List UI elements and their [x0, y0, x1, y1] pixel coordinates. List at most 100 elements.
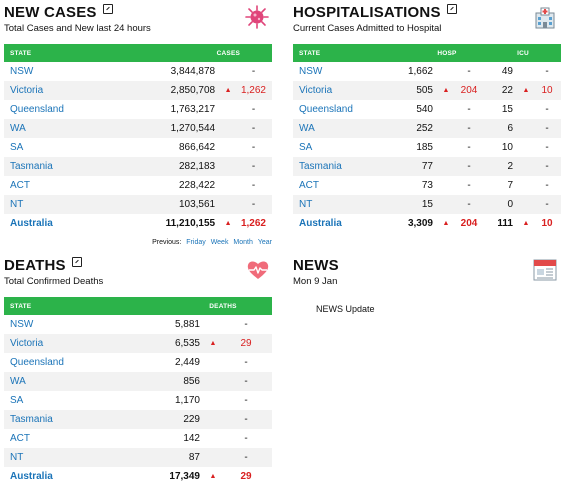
- increase-arrow-icon: ▲: [439, 214, 453, 233]
- increase-arrow-icon: [206, 429, 220, 448]
- state-link[interactable]: SA: [4, 391, 150, 410]
- previous-month-link[interactable]: Month: [233, 239, 252, 246]
- hosp-value: 252: [385, 119, 439, 138]
- icu-change: -: [533, 157, 561, 176]
- increase-arrow-icon: [221, 100, 235, 119]
- col-state: STATE: [4, 44, 131, 62]
- state-link[interactable]: Australia: [293, 214, 385, 233]
- increase-arrow-icon: [519, 119, 533, 138]
- state-link[interactable]: Tasmania: [293, 157, 385, 176]
- increase-arrow-icon: [221, 138, 235, 157]
- news-update-link[interactable]: NEWS Update: [316, 304, 561, 314]
- virus-icon: [244, 4, 270, 30]
- hospitalisations-table: STATE HOSP ICU NSW 1,662 - 49 - Victoria 505 ▲…: [293, 44, 561, 233]
- previous-year-link[interactable]: Year: [258, 239, 272, 246]
- state-link[interactable]: SA: [293, 138, 385, 157]
- increase-arrow-icon: [439, 195, 453, 214]
- state-link[interactable]: NSW: [293, 62, 385, 81]
- state-link[interactable]: NT: [293, 195, 385, 214]
- new-cases-subtitle: Total Cases and New last 24 hours: [4, 23, 272, 37]
- icu-value: 111: [485, 214, 519, 233]
- table-row: Victoria 2,850,708 ▲ 1,262: [4, 81, 272, 100]
- increase-arrow-icon: [206, 410, 220, 429]
- table-row: SA 866,642 -: [4, 138, 272, 157]
- deaths-change: -: [220, 372, 272, 391]
- table-row: SA 185 - 10 -: [293, 138, 561, 157]
- state-link[interactable]: ACT: [293, 176, 385, 195]
- increase-arrow-icon: [519, 176, 533, 195]
- total-row: Australia 3,309 ▲ 204 111 ▲ 10: [293, 214, 561, 233]
- increase-arrow-icon: [439, 100, 453, 119]
- increase-arrow-icon: [221, 119, 235, 138]
- table-row: NT 87 -: [4, 448, 272, 467]
- new-cases-table: STATE CASES NSW 3,844,878 - Victoria 2,850,…: [4, 44, 272, 233]
- hosp-change: -: [453, 157, 485, 176]
- state-link[interactable]: ACT: [4, 429, 150, 448]
- cases-value: 2,850,708: [131, 81, 221, 100]
- state-link[interactable]: WA: [4, 119, 131, 138]
- icu-value: 15: [485, 100, 519, 119]
- cases-value: 282,183: [131, 157, 221, 176]
- total-row: Australia 17,349 ▲ 29: [4, 467, 272, 486]
- increase-arrow-icon: [206, 372, 220, 391]
- increase-arrow-icon: [519, 138, 533, 157]
- cases-value: 228,422: [131, 176, 221, 195]
- deaths-value: 1,170: [150, 391, 206, 410]
- icu-change: -: [533, 119, 561, 138]
- state-link[interactable]: WA: [4, 372, 150, 391]
- col-hosp: HOSP: [385, 44, 485, 62]
- increase-arrow-icon: ▲: [206, 334, 220, 353]
- previous-links: Previous: Friday Week Month Year: [4, 239, 272, 246]
- table-row: SA 1,170 -: [4, 391, 272, 410]
- state-link[interactable]: NT: [4, 195, 131, 214]
- hosp-value: 540: [385, 100, 439, 119]
- cases-value: 1,270,544: [131, 119, 221, 138]
- state-link[interactable]: Victoria: [293, 81, 385, 100]
- state-link[interactable]: NSW: [4, 62, 131, 81]
- external-link-icon[interactable]: [447, 4, 457, 14]
- table-row: NSW 5,881 -: [4, 315, 272, 334]
- icu-change: -: [533, 195, 561, 214]
- state-link[interactable]: Tasmania: [4, 410, 150, 429]
- hospitalisations-title: HOSPITALISATIONS: [293, 4, 441, 21]
- table-row: Tasmania 77 - 2 -: [293, 157, 561, 176]
- hosp-change: -: [453, 119, 485, 138]
- table-row: NT 15 - 0 -: [293, 195, 561, 214]
- external-link-icon[interactable]: [103, 4, 113, 14]
- deaths-value: 2,449: [150, 353, 206, 372]
- state-link[interactable]: NSW: [4, 315, 150, 334]
- table-row: WA 252 - 6 -: [293, 119, 561, 138]
- increase-arrow-icon: [221, 62, 235, 81]
- hosp-value: 3,309: [385, 214, 439, 233]
- state-link[interactable]: Victoria: [4, 81, 131, 100]
- state-link[interactable]: Australia: [4, 214, 131, 233]
- state-link[interactable]: ACT: [4, 176, 131, 195]
- increase-arrow-icon: [439, 176, 453, 195]
- cases-value: 11,210,155: [131, 214, 221, 233]
- table-row: Queensland 2,449 -: [4, 353, 272, 372]
- previous-week-link[interactable]: Week: [211, 239, 229, 246]
- increase-arrow-icon: [439, 157, 453, 176]
- table-row: Victoria 6,535 ▲ 29: [4, 334, 272, 353]
- increase-arrow-icon: [221, 195, 235, 214]
- state-link[interactable]: Victoria: [4, 334, 150, 353]
- icu-value: 6: [485, 119, 519, 138]
- hosp-change: 204: [453, 81, 485, 100]
- table-row: ACT 142 -: [4, 429, 272, 448]
- state-link[interactable]: Queensland: [293, 100, 385, 119]
- state-link[interactable]: Australia: [4, 467, 150, 486]
- deaths-subtitle: Total Confirmed Deaths: [4, 276, 272, 290]
- table-header-row: STATE HOSP ICU: [293, 44, 561, 62]
- increase-arrow-icon: ▲: [439, 81, 453, 100]
- table-header-row: STATE CASES: [4, 44, 272, 62]
- state-link[interactable]: SA: [4, 138, 131, 157]
- previous-friday-link[interactable]: Friday: [186, 239, 205, 246]
- icu-value: 7: [485, 176, 519, 195]
- state-link[interactable]: Queensland: [4, 100, 131, 119]
- state-link[interactable]: WA: [293, 119, 385, 138]
- news-panel: NEWS Mon 9 Jan NEWS Update: [293, 255, 561, 314]
- state-link[interactable]: Queensland: [4, 353, 150, 372]
- external-link-icon[interactable]: [72, 257, 82, 267]
- state-link[interactable]: Tasmania: [4, 157, 131, 176]
- state-link[interactable]: NT: [4, 448, 150, 467]
